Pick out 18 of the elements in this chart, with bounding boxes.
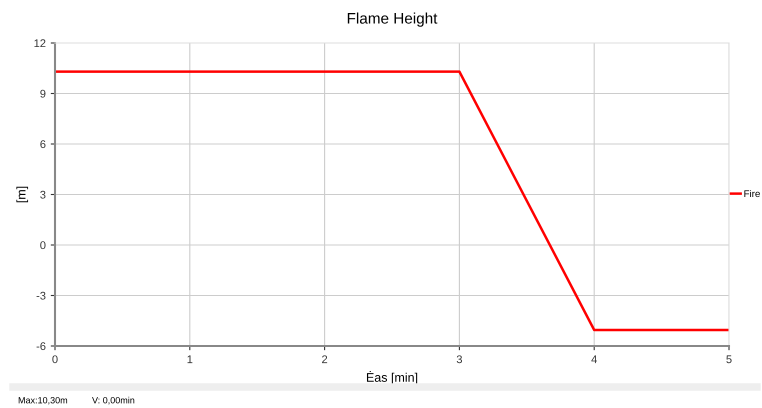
y-tick-label: -3 [36, 292, 46, 300]
y-axis-title: [m] [16, 186, 28, 202]
chart-title: Flame Height [348, 12, 438, 27]
y-tick-label: 0 [40, 241, 46, 250]
x-tick-label: 4 [591, 355, 597, 364]
y-tick-label: 3 [40, 190, 46, 199]
y-tick-label: 6 [40, 140, 46, 148]
x-tick-label: 1 [188, 355, 192, 364]
y-tick-label: -6 [36, 342, 46, 350]
x-tick-label: 2 [322, 355, 328, 364]
text: Max:10,30m [18, 397, 68, 404]
y-tick-label: 9 [40, 90, 46, 98]
legend-label: Fire [744, 190, 760, 198]
x-tick-label: 3 [456, 355, 462, 364]
y-tick-label: 12 [34, 39, 46, 48]
x-tick-label: 0 [52, 355, 58, 364]
text: V: 0,00min [92, 396, 134, 404]
x-tick-label: 5 [726, 355, 732, 364]
